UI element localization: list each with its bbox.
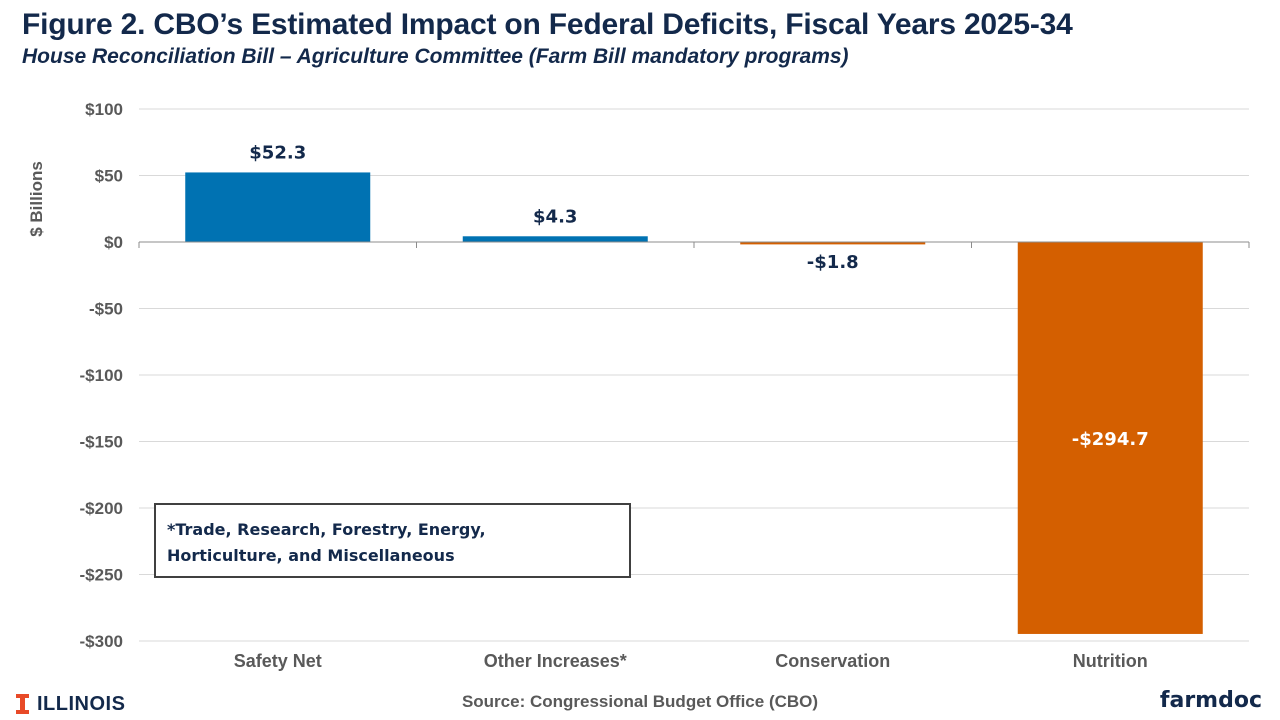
y-tick-label: $50 xyxy=(95,167,123,186)
y-axis-label: $ Billions xyxy=(27,161,46,237)
block-i-icon xyxy=(16,694,29,714)
illinois-logo-text: ILLINOIS xyxy=(37,692,126,715)
bar-2 xyxy=(740,242,926,245)
data-label: -$294.7 xyxy=(1072,429,1149,450)
farmdoc-logo: farmdoc xyxy=(1159,688,1262,713)
chart-subtitle: House Reconciliation Bill – Agriculture … xyxy=(22,45,849,68)
data-label: $52.3 xyxy=(249,142,306,163)
illinois-logo: ILLINOIS xyxy=(16,693,125,715)
y-tick-label: -$300 xyxy=(80,632,123,651)
bar-1 xyxy=(462,236,648,242)
chart-title: Figure 2. CBO’s Estimated Impact on Fede… xyxy=(22,8,1073,41)
y-tick-label: -$250 xyxy=(80,566,123,585)
bar-3 xyxy=(1017,242,1203,634)
bar-0 xyxy=(185,172,371,242)
data-label: -$1.8 xyxy=(807,252,859,273)
x-category-label: Other Increases* xyxy=(484,651,627,671)
y-tick-label: -$200 xyxy=(80,499,123,518)
y-tick-label: -$150 xyxy=(80,433,123,452)
y-tick-label: $0 xyxy=(104,233,123,252)
data-label: $4.3 xyxy=(533,206,577,227)
footnote-line-1: *Trade, Research, Forestry, Energy, xyxy=(167,520,486,539)
footnote-box: *Trade, Research, Forestry, Energy, Hort… xyxy=(154,503,631,578)
x-category-label: Safety Net xyxy=(234,651,322,671)
x-category-label: Conservation xyxy=(775,651,890,671)
y-tick-label: -$100 xyxy=(80,366,123,385)
x-category-label: Nutrition xyxy=(1073,651,1148,671)
y-tick-label: $100 xyxy=(85,100,123,119)
source-note: Source: Congressional Budget Office (CBO… xyxy=(461,692,819,711)
footnote-line-2: Horticulture, and Miscellaneous xyxy=(167,546,455,565)
y-tick-label: -$50 xyxy=(89,300,123,319)
